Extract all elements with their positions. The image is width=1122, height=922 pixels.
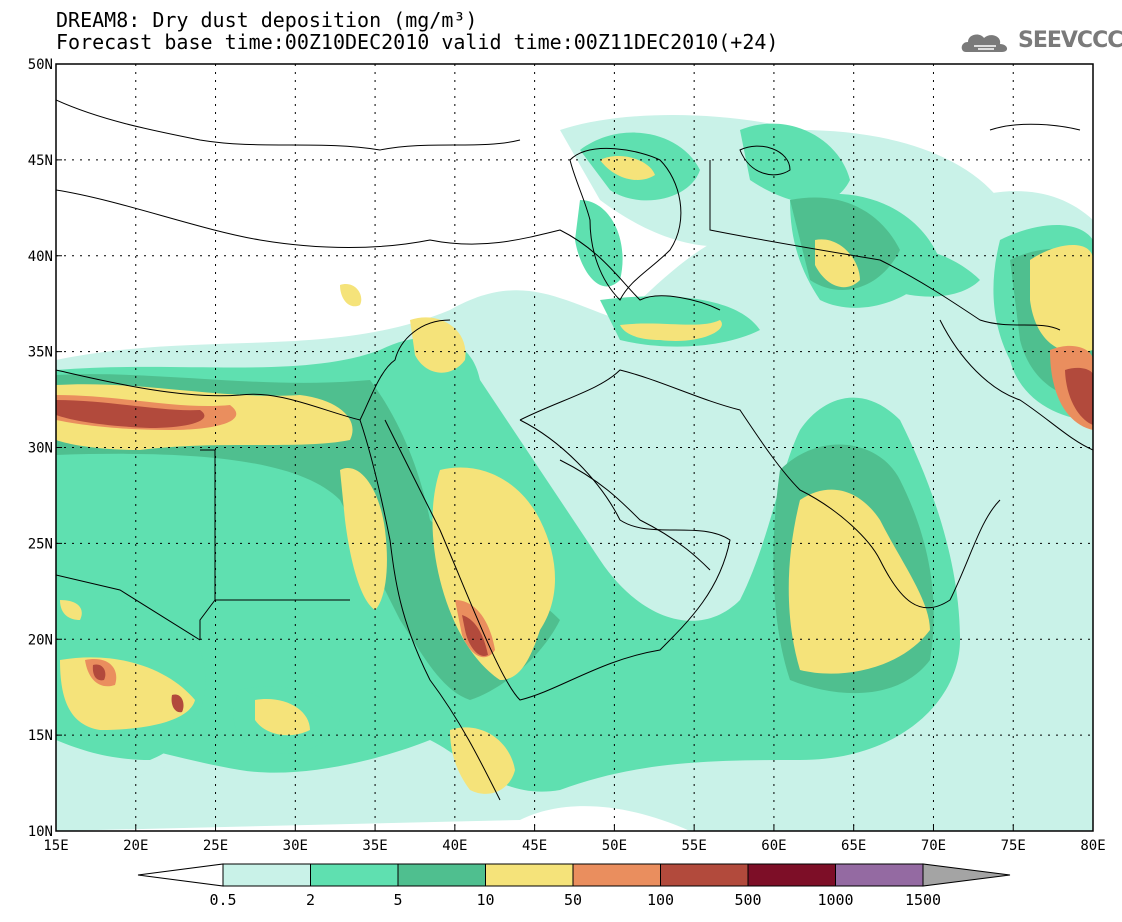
- dust-yellow-india: [788, 489, 930, 674]
- lat-tick-label: 50N: [28, 57, 53, 73]
- dust-yellow-misc: [60, 155, 1093, 736]
- colorbar-label: 5: [393, 891, 402, 909]
- logo-text: SEEVCCC: [1018, 28, 1122, 53]
- dust-yellow-redsea: [340, 468, 515, 794]
- dust-field: [56, 115, 1093, 831]
- lon-tick-label: 40E: [442, 838, 467, 854]
- colorbar-swatch: [747, 863, 836, 887]
- lon-tick-label: 30E: [283, 838, 308, 854]
- grid-lines: [56, 64, 1093, 831]
- lat-tick-label: 35N: [28, 345, 53, 361]
- colorbar-label: 2: [306, 891, 315, 909]
- colorbar-swatch: [660, 863, 749, 887]
- lon-tick-label: 70E: [921, 838, 946, 854]
- colorbar-label: 1000: [817, 891, 853, 909]
- lat-tick-label: 20N: [28, 632, 53, 648]
- colorbar-swatch: [397, 863, 486, 887]
- colorbar: 0.5 2 5 10 50 100 500 1000 1500: [137, 863, 1011, 909]
- colorbar-label: 100: [647, 891, 674, 909]
- colorbar-swatch: [835, 863, 924, 887]
- colorbar-swatch: [485, 863, 574, 887]
- colorbar-swatch: [310, 863, 399, 887]
- colorbar-swatch: [572, 863, 661, 887]
- colorbar-label: 0.5: [209, 891, 236, 909]
- colorbar-label: 10: [476, 891, 494, 909]
- lat-tick-label: 45N: [28, 153, 53, 169]
- lon-tick-label: 15E: [43, 838, 68, 854]
- lat-tick-label: 10N: [28, 824, 53, 840]
- lon-tick-label: 35E: [362, 838, 387, 854]
- colorbar-swatch: [222, 863, 311, 887]
- lon-tick-label: 50E: [602, 838, 627, 854]
- lon-tick-label: 45E: [522, 838, 547, 854]
- lon-tick-label: 80E: [1080, 838, 1105, 854]
- lat-tick-label: 40N: [28, 249, 53, 265]
- chart-subtitle: Forecast base time:00Z10DEC2010 valid ti…: [56, 30, 779, 54]
- longitude-labels: 15E 20E 25E 30E 35E 40E 45E 50E 55E 60E 65E 70E 75E 8…: [43, 838, 1105, 854]
- colorbar-label: 1500: [905, 891, 941, 909]
- coastlines-borders: [56, 99, 1093, 801]
- colorbar-lower-triangle: [137, 863, 224, 887]
- colorbar-label: 50: [564, 891, 582, 909]
- latitude-labels: 10N 15N 20N 25N 30N 35N 40N 45N 50N: [28, 57, 53, 840]
- chart-title: DREAM8: Dry dust deposition (mg/m³): [56, 8, 478, 32]
- lat-tick-label: 30N: [28, 441, 53, 457]
- lat-tick-label: 25N: [28, 536, 53, 552]
- colorbar-label: 500: [734, 891, 761, 909]
- lon-tick-label: 55E: [682, 838, 707, 854]
- lat-tick-label: 15N: [28, 728, 53, 744]
- lon-tick-label: 65E: [841, 838, 866, 854]
- lon-tick-label: 25E: [203, 838, 228, 854]
- axis-ticks: [55, 63, 1094, 832]
- cloud-logo-icon: [961, 34, 1008, 52]
- lon-tick-label: 75E: [1001, 838, 1026, 854]
- lon-tick-label: 20E: [123, 838, 148, 854]
- colorbar-upper-triangle: [922, 863, 1011, 887]
- lon-tick-label: 60E: [761, 838, 786, 854]
